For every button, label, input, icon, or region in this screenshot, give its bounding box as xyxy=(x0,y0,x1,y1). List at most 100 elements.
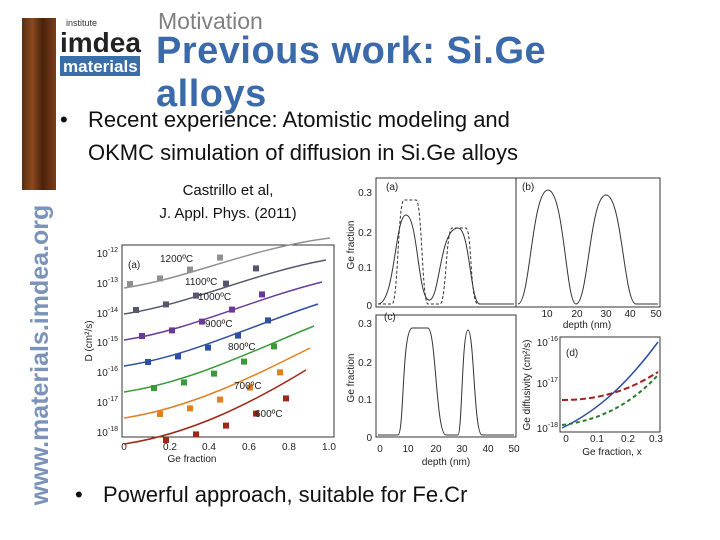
tick-label: 50 xyxy=(650,309,662,320)
marker xyxy=(181,379,187,386)
panel-label: (b) xyxy=(522,182,534,193)
tick-exp: -17 xyxy=(108,396,118,403)
bullet-text: Recent experience: Atomistic modeling an… xyxy=(88,107,510,132)
tick-base: 10 xyxy=(97,428,109,439)
tick-label: 0.1 xyxy=(358,263,372,274)
tick-label: 0.6 xyxy=(242,442,256,453)
tick-label: 0 xyxy=(366,301,372,312)
tick-exp: -15 xyxy=(108,336,118,343)
tick-label: 0.3 xyxy=(649,434,663,445)
tick-label: 10 xyxy=(541,309,553,320)
tick-exp: -16 xyxy=(108,366,118,373)
tick-label: 20 xyxy=(430,444,442,455)
plot-frame xyxy=(375,314,517,438)
tick-base: 10 xyxy=(97,338,109,349)
temperature-label: 1200ºC xyxy=(160,254,193,265)
x-axis-label: Ge fraction xyxy=(168,454,217,465)
logo-url: www.materials.imdea.org xyxy=(26,205,54,507)
tick-base: 10 xyxy=(537,338,549,349)
tick-exp: -16 xyxy=(548,336,558,343)
marker xyxy=(223,280,229,287)
marker xyxy=(253,265,259,272)
tick-base: 10 xyxy=(537,424,549,435)
tick-label: 10-17 xyxy=(97,396,118,409)
profile xyxy=(561,371,659,401)
x-axis-label: depth (nm) xyxy=(422,457,470,468)
profile xyxy=(378,327,514,436)
marker xyxy=(283,395,289,402)
tick-base: 10 xyxy=(97,309,109,320)
marker xyxy=(163,301,169,308)
plot-frame xyxy=(515,177,661,308)
tick-label: 30 xyxy=(600,309,612,320)
tick-label: 50 xyxy=(508,444,520,455)
tick-label: 0.2 xyxy=(358,358,372,369)
bullet-dot: • xyxy=(60,107,68,132)
marker xyxy=(145,359,151,365)
title-box: Previous work: Si.Ge alloys xyxy=(156,30,547,115)
panel-label: (a) xyxy=(386,182,398,193)
tick-label: 10-17 xyxy=(537,377,558,390)
tick-base: 10 xyxy=(97,398,109,409)
marker xyxy=(157,411,163,417)
bullet-text: OKMC simulation of diffusion in Si.Ge al… xyxy=(88,140,518,165)
y-axis-label: Ge diffusivity (cm²/s) xyxy=(522,340,533,431)
panel-label: (a) xyxy=(128,260,140,271)
y-axis-label: D (cm²/s) xyxy=(84,320,95,361)
temperature-label: 700ºC xyxy=(234,381,262,392)
temperature-label: 1100ºC xyxy=(185,277,217,288)
y-axis-label: Ge fraction xyxy=(346,221,357,270)
tick-label: 0 xyxy=(377,444,383,455)
marker xyxy=(211,370,217,377)
tick-label: 0.1 xyxy=(358,395,372,406)
tick-exp: -12 xyxy=(108,247,118,254)
temperature-label: 800ºC xyxy=(228,342,256,353)
marker xyxy=(169,327,175,334)
x-axis-label: Ge fraction, x xyxy=(582,447,641,458)
curve xyxy=(123,369,307,445)
tick-exp: -13 xyxy=(108,277,118,284)
tick-exp: -18 xyxy=(108,426,118,433)
tick-label: 0.2 xyxy=(621,434,635,445)
marker xyxy=(277,369,283,376)
marker xyxy=(223,422,229,429)
marker xyxy=(253,410,259,417)
marker xyxy=(187,405,193,412)
tick-label: 10-16 xyxy=(537,336,558,349)
tick-label: 0.1 xyxy=(590,434,604,445)
tick-label: 20 xyxy=(571,309,583,320)
marker xyxy=(127,281,133,287)
bullet-text: Powerful approach, suitable for Fe.Cr xyxy=(103,482,467,507)
tick-label: 0.2 xyxy=(358,228,372,239)
logo-bar xyxy=(60,56,140,76)
profile xyxy=(377,214,514,305)
marker xyxy=(193,431,199,438)
tick-label: 1.0 xyxy=(322,442,336,453)
marker xyxy=(247,384,253,391)
tick-exp: -18 xyxy=(548,422,558,429)
tick-label: 10-14 xyxy=(97,307,118,320)
marker xyxy=(235,332,241,339)
y-axis-label: Ge fraction xyxy=(346,354,357,403)
temperature-label: 600ºC xyxy=(255,409,283,420)
marker xyxy=(151,385,157,391)
tick-label: 10 xyxy=(402,444,414,455)
tick-label: 0 xyxy=(563,434,569,445)
citation: Castrillo et al, xyxy=(183,182,274,199)
tick-label: 0.3 xyxy=(358,319,372,330)
marker xyxy=(163,437,169,443)
marker xyxy=(193,292,199,299)
plot-frame xyxy=(559,336,661,433)
logo-line: materials xyxy=(63,57,138,76)
citation: J. Appl. Phys. (2011) xyxy=(159,205,296,222)
curve xyxy=(123,237,331,289)
curve xyxy=(123,259,327,315)
tick-label: 0 xyxy=(366,433,372,444)
marker xyxy=(229,306,235,313)
tick-base: 10 xyxy=(97,279,109,290)
logo-line: imdea xyxy=(60,27,141,58)
tick-label: 10-15 xyxy=(97,336,118,349)
slide-title: Previous work: Si.Ge alloys xyxy=(156,30,547,115)
